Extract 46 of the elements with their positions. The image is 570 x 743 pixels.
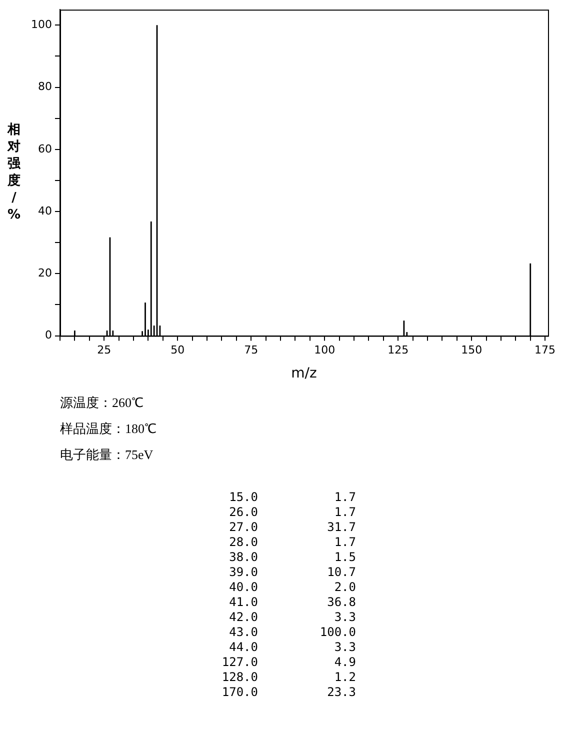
text: 电子能量：75eV (60, 446, 154, 464)
y-axis-title: 相对强度/% (6, 122, 22, 223)
text: 38.0 (228, 550, 258, 565)
text: 1.7 (333, 535, 356, 550)
text: 1.7 (333, 490, 356, 505)
y-tick-label: 0 (44, 328, 52, 342)
text: 44.0 (228, 640, 258, 655)
y-tick-label: 20 (38, 266, 52, 280)
text: 41.0 (228, 595, 258, 610)
text: 1.2 (333, 670, 356, 685)
x-tick-label: 75 (244, 343, 258, 356)
x-tick-label: 125 (388, 343, 409, 356)
y-tick-label: 100 (30, 18, 52, 31)
text: 28.0 (228, 535, 258, 550)
text: 15.0 (228, 490, 258, 505)
text: 31.7 (326, 520, 356, 535)
y-tick-label: 60 (38, 142, 52, 156)
text: 3.3 (333, 610, 356, 625)
y-tick-label: 40 (38, 204, 52, 218)
text: 样品温度：180℃ (60, 420, 158, 438)
x-axis-title: m/z (291, 365, 317, 382)
text: 42.0 (228, 610, 258, 625)
text: 36.8 (326, 595, 356, 610)
text: 10.7 (326, 565, 356, 580)
text: 26.0 (228, 505, 258, 520)
x-tick-label: 50 (170, 343, 185, 356)
text: 2.0 (333, 580, 356, 595)
y-tick-label: 80 (38, 80, 52, 94)
text: 40.0 (228, 580, 258, 595)
text: 1.5 (333, 550, 356, 565)
text: 4.9 (333, 655, 356, 670)
text: 39.0 (228, 565, 258, 580)
x-tick-label: 25 (97, 343, 112, 356)
text: 100.0 (318, 625, 356, 640)
x-tick-label: 150 (461, 343, 482, 356)
text: 3.3 (333, 640, 356, 655)
text: 27.0 (228, 520, 258, 535)
text: 源温度：260℃ (60, 394, 144, 412)
text: 43.0 (228, 625, 258, 640)
text: 23.3 (326, 685, 356, 700)
text: 128.0 (220, 670, 258, 685)
text: 127.0 (220, 655, 258, 670)
text: 1.7 (333, 505, 356, 520)
text: 170.0 (220, 685, 258, 700)
x-tick-label: 100 (314, 343, 336, 356)
x-tick-label: 175 (534, 343, 556, 356)
